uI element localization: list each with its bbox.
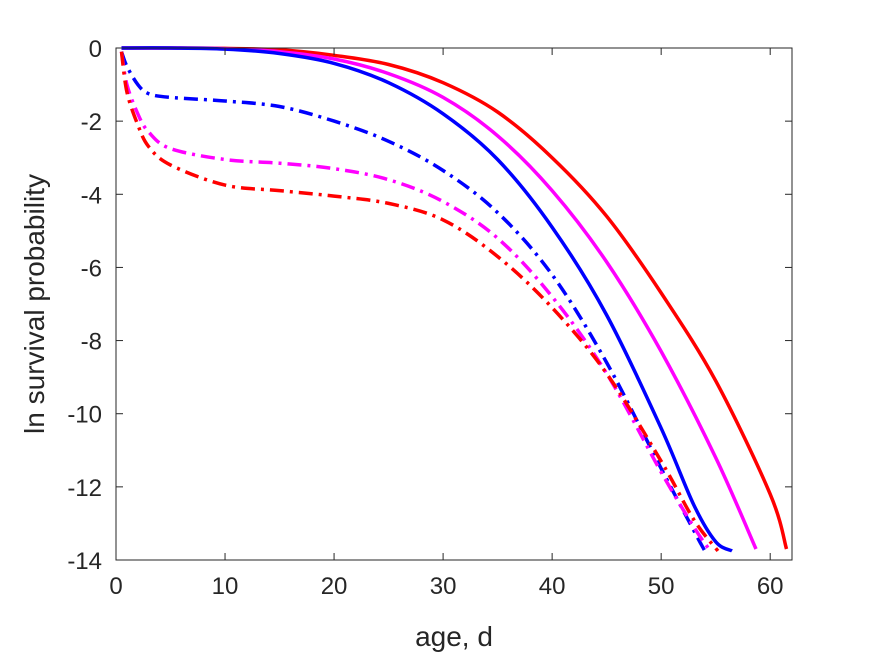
plot-frame	[115, 47, 793, 561]
y-tick-label: -2	[81, 109, 102, 136]
y-tick-label: -8	[81, 329, 102, 356]
ticks-layer: 0 10 20 30 40 50 60 0 -2 -4 -6 -8 -10 -12 -14	[67, 36, 792, 600]
y-tick-label: -12	[67, 475, 102, 502]
x-tick-label: 60	[757, 573, 784, 600]
series-line-dashdot-3	[119, 51, 707, 552]
y-tick-label: -14	[67, 548, 102, 575]
x-tick-label: 0	[109, 573, 122, 600]
series-line-solid-2	[121, 46, 733, 553]
y-axis-label: ln survival probability	[19, 174, 50, 434]
y-tick-label: -4	[81, 182, 102, 209]
x-tick-label: 20	[321, 573, 348, 600]
x-tick-label: 50	[648, 573, 675, 600]
y-tick-label: -6	[81, 255, 102, 282]
x-tick-label: 30	[430, 573, 457, 600]
y-tick-label: -10	[67, 402, 102, 429]
series-layer	[119, 46, 789, 553]
y-tick-label: 0	[89, 36, 102, 63]
series-line-dashdot-5	[119, 51, 720, 552]
x-axis-label: age, d	[415, 621, 493, 652]
series-line-dashdot-4	[119, 51, 712, 552]
x-tick-label: 10	[212, 573, 239, 600]
x-tick-label: 40	[539, 573, 566, 600]
